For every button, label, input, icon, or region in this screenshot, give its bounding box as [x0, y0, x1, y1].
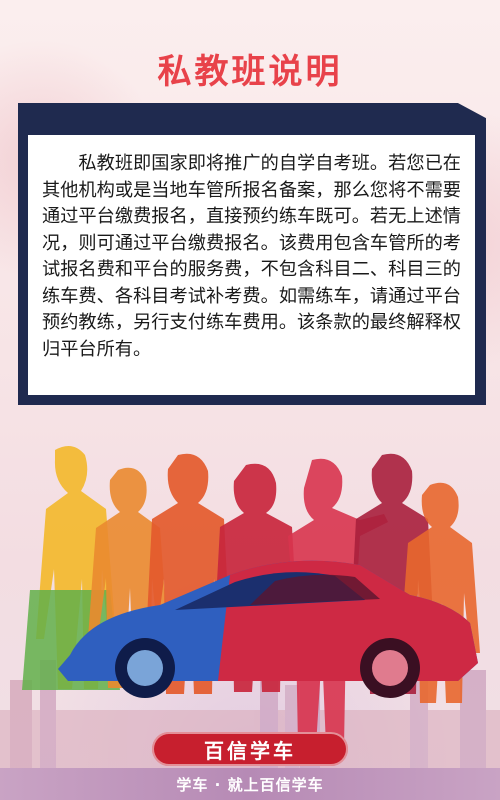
footer-slogan: 学车 · 就上百信学车	[176, 776, 324, 794]
brand-badge: 百信学车	[152, 732, 348, 766]
footer-band	[0, 768, 500, 800]
brand-name: 百信学车	[204, 738, 296, 763]
description-card: 私教班即国家即将推广的自学自考班。若您已在其他机构或是当地车管所报名备案，那么您…	[28, 135, 475, 395]
page-title: 私教班说明	[157, 52, 343, 92]
description-text: 私教班即国家即将推广的自学自考班。若您已在其他机构或是当地车管所报名备案，那么您…	[42, 153, 461, 360]
hero-illustration	[0, 446, 500, 770]
car-silhouette	[58, 560, 478, 698]
